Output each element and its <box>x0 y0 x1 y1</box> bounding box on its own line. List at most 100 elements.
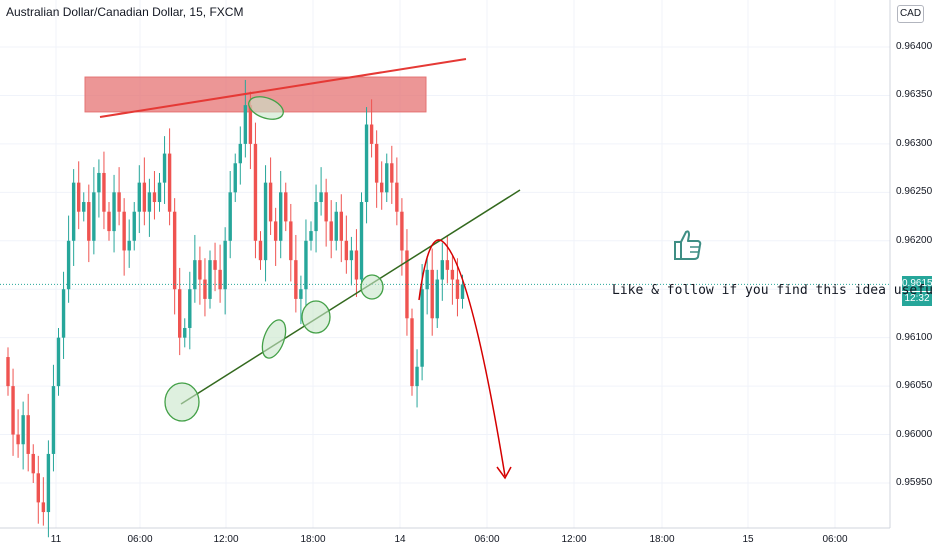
candle-bull <box>71 182 76 241</box>
candle-bear <box>354 250 359 280</box>
touch-point-marker <box>360 274 384 300</box>
candle-bull <box>61 289 66 338</box>
candle-bear <box>390 163 394 183</box>
candle-bull <box>132 211 136 241</box>
candle-bear <box>142 182 147 212</box>
candle-bull <box>223 240 227 290</box>
candle-bull <box>51 386 56 454</box>
candle-bull <box>127 240 131 251</box>
candle-bull <box>92 192 96 241</box>
symbol-title[interactable]: Australian Dollar/Canadian Dollar, 15, F… <box>6 5 244 19</box>
candle-bull <box>299 289 303 299</box>
candle-bear <box>344 240 349 261</box>
thumbs-up-icon <box>674 230 702 260</box>
candle-bear <box>26 415 30 454</box>
time-tick: 06:00 <box>822 534 848 545</box>
price-tick: 0.95950 <box>896 477 932 488</box>
candle-bear <box>122 211 126 251</box>
last-price-badge: 0.96155 <box>902 276 932 291</box>
candle-bull <box>334 211 338 241</box>
candle-bear <box>369 124 374 144</box>
candle-bull <box>66 240 71 290</box>
candle-bear <box>339 211 343 241</box>
candle-bull <box>233 163 237 193</box>
candle-bear <box>284 192 288 222</box>
candle-bull <box>420 289 424 367</box>
candle-bear <box>445 260 450 270</box>
candle-bear <box>77 182 81 212</box>
price-tick: 0.96000 <box>896 429 932 440</box>
touch-point-marker <box>261 319 287 359</box>
candle-bear <box>289 221 293 261</box>
candle-bull <box>359 202 364 280</box>
candle-bull <box>183 327 187 338</box>
price-tick: 0.96050 <box>896 380 932 391</box>
candle-bull <box>460 284 465 299</box>
candle-bear <box>152 192 157 203</box>
candle-bull <box>208 260 212 299</box>
candle-bear <box>178 289 182 338</box>
candle-bear <box>400 211 404 251</box>
candle-bull <box>193 260 197 290</box>
candle-bear <box>117 192 121 212</box>
candle-bull <box>314 202 318 232</box>
candle-bull <box>319 192 323 203</box>
candle-bear <box>248 105 253 144</box>
resistance-trendline <box>99 58 467 118</box>
candle-bull <box>364 124 369 203</box>
candle-bear <box>87 202 91 241</box>
candle-bear <box>450 269 455 280</box>
touch-point-marker <box>301 300 331 334</box>
currency-button[interactable]: CAD <box>897 5 924 23</box>
candle-bull <box>157 182 162 203</box>
candle-bull <box>137 182 141 212</box>
candle-bear <box>107 211 111 232</box>
candle-bull <box>304 240 308 290</box>
candle-bear <box>380 182 384 193</box>
candle-bear <box>11 386 15 435</box>
candle-bear <box>329 221 333 241</box>
candle-bear <box>273 221 278 241</box>
candle-bull <box>162 153 167 183</box>
time-tick: 15 <box>742 534 754 545</box>
price-tick: 0.96200 <box>896 235 932 246</box>
candle-bear <box>167 153 172 212</box>
candle-bear <box>374 143 379 183</box>
candle-bear <box>405 250 409 319</box>
candle-bear <box>253 143 258 241</box>
candle-bull <box>385 163 389 193</box>
candle-bull <box>188 289 192 328</box>
candle-bear <box>294 260 298 299</box>
candle-bull <box>425 269 429 290</box>
candle-bull <box>97 172 101 193</box>
candle-bull <box>243 105 248 144</box>
candle-bear <box>218 269 222 290</box>
candle-bull <box>21 415 25 445</box>
candle-bear <box>410 318 414 387</box>
candle-bear <box>172 211 177 290</box>
candle-bull <box>228 192 232 241</box>
candle-bull <box>56 337 61 387</box>
price-tick: 0.96100 <box>896 332 932 343</box>
time-tick: 06:00 <box>127 534 153 545</box>
touch-point-marker <box>248 96 284 120</box>
bar-countdown-badge: 12:32 <box>902 292 932 306</box>
support-trendline <box>180 189 521 405</box>
projection-arrowhead <box>496 466 512 480</box>
projection-curve <box>418 239 506 477</box>
touch-point-marker <box>164 382 200 422</box>
time-tick: 11 <box>50 534 62 545</box>
candle-bull <box>349 250 354 261</box>
price-tick: 0.96350 <box>896 89 932 100</box>
candle-bear <box>258 240 263 261</box>
time-tick: 06:00 <box>474 534 500 545</box>
candle-bear <box>41 502 46 513</box>
candle-bear <box>324 192 328 222</box>
candle-bear <box>36 473 40 503</box>
annotation-text: Like & follow if you find this idea usef… <box>612 283 932 298</box>
candle-bull <box>82 202 86 212</box>
candle-bull <box>440 260 444 280</box>
candle-bear <box>31 453 35 474</box>
